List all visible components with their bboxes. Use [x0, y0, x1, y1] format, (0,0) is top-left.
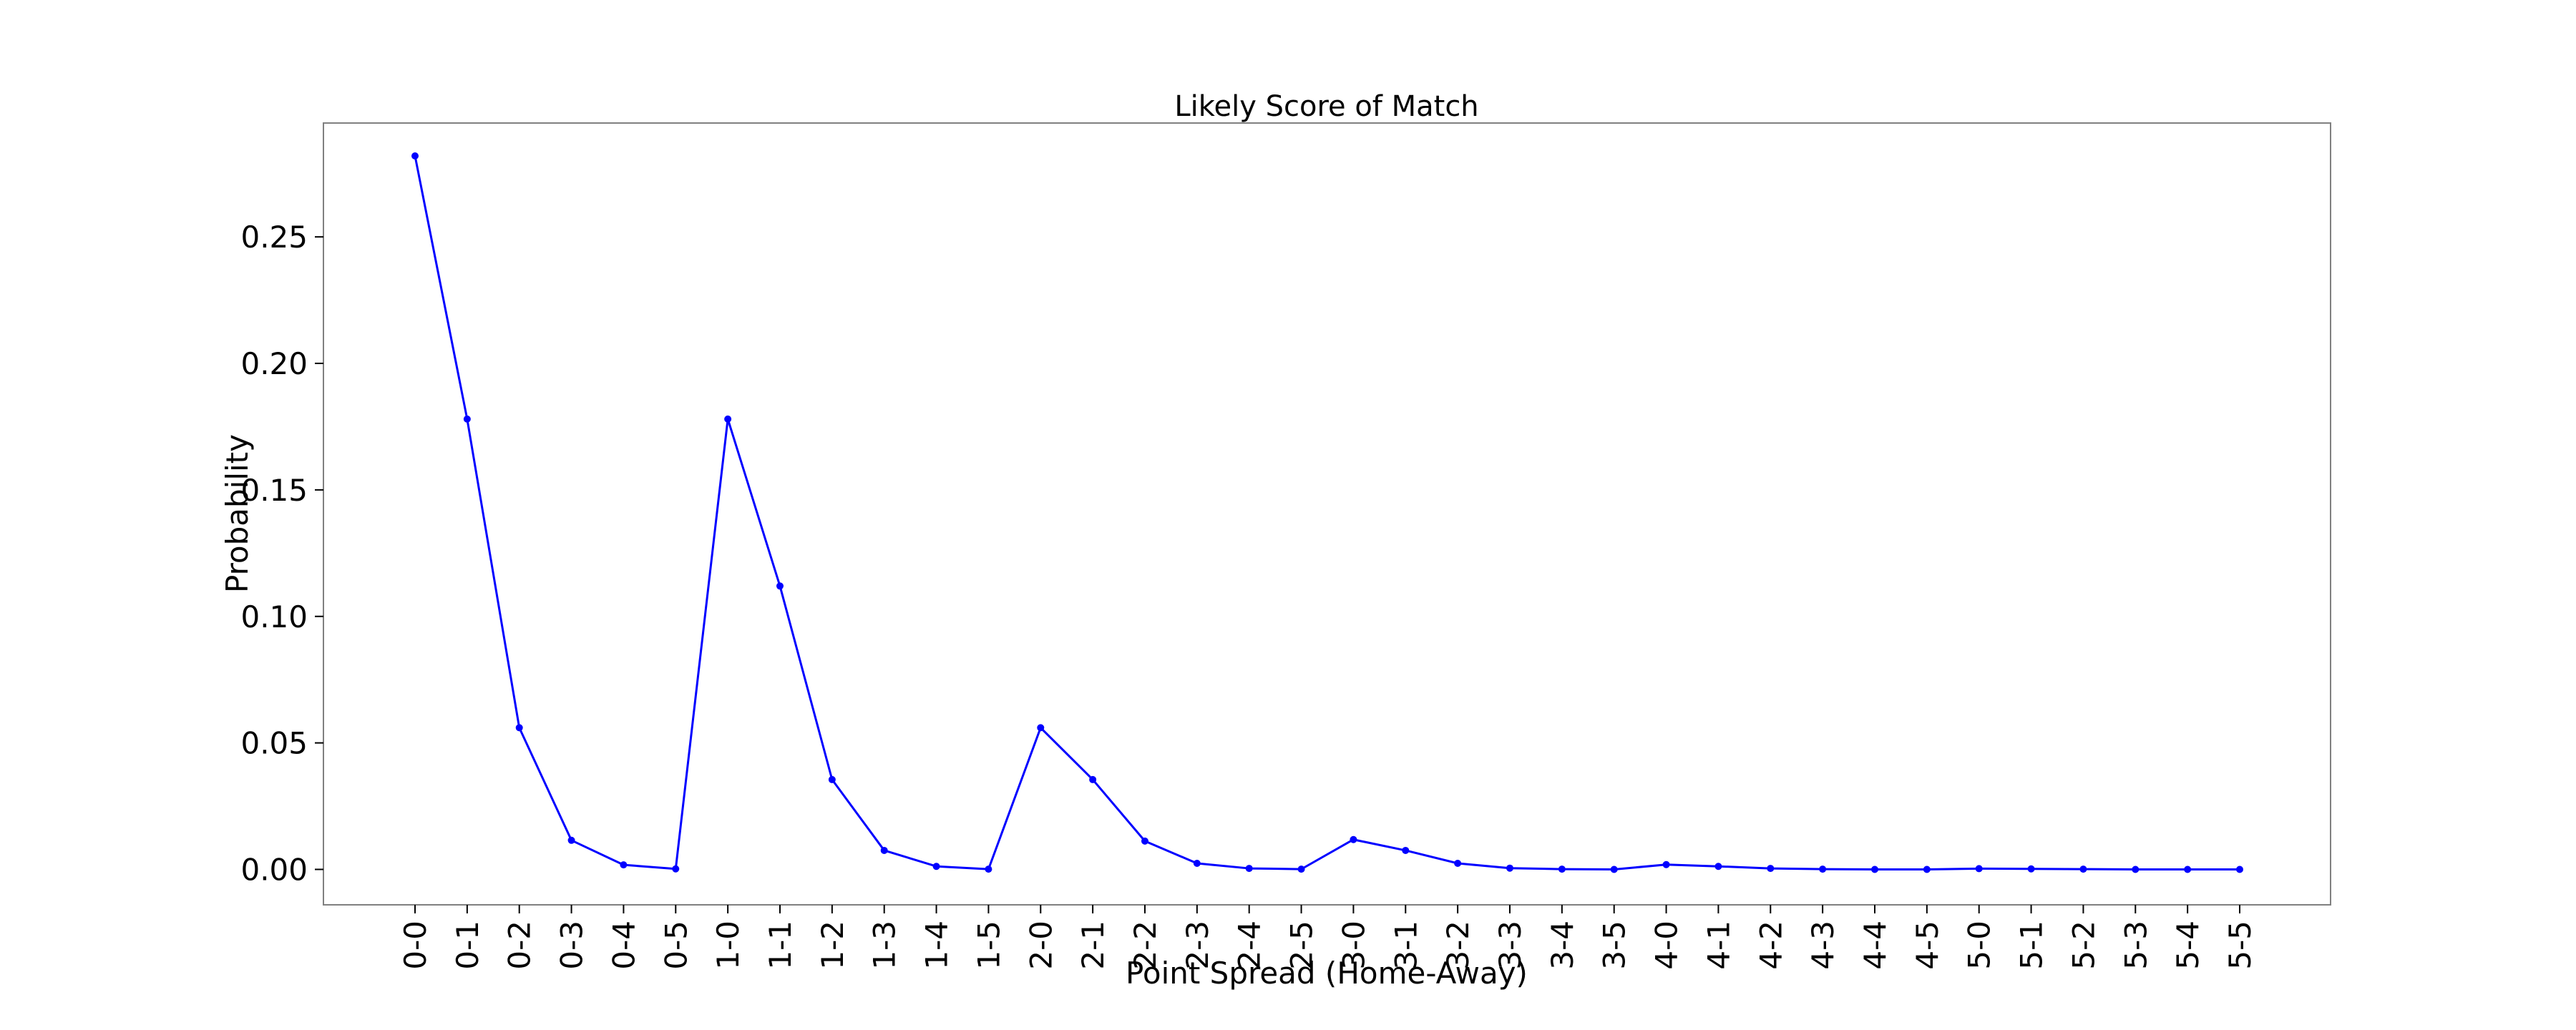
- x-tick-label: 2-5: [1284, 921, 1319, 970]
- data-point: [2236, 865, 2243, 873]
- data-point: [2027, 865, 2035, 873]
- y-tick-label: 0.15: [240, 473, 308, 508]
- y-tick-label: 0.05: [240, 726, 308, 761]
- data-point: [1297, 865, 1305, 873]
- x-tick-label: 1-2: [815, 921, 850, 970]
- y-tick-label: 0.20: [240, 346, 308, 381]
- x-tick-label: 4-1: [1701, 921, 1736, 970]
- data-point: [776, 582, 784, 590]
- plot-frame: [323, 122, 2331, 906]
- y-tick-label: 0.10: [240, 599, 308, 634]
- x-tick-label: 3-1: [1388, 921, 1423, 970]
- data-point: [1454, 859, 1462, 867]
- series-line-group: [411, 152, 2243, 873]
- x-tick-label: 3-5: [1597, 921, 1632, 970]
- x-tick-label: 5-2: [2066, 921, 2101, 970]
- data-point: [880, 846, 888, 854]
- x-tick-label: 1-4: [919, 921, 955, 970]
- data-point: [1037, 724, 1045, 732]
- data-point: [411, 152, 419, 160]
- data-point: [1871, 865, 1878, 873]
- data-point: [1402, 846, 1410, 854]
- data-point: [2132, 865, 2140, 873]
- series-line: [414, 155, 2240, 870]
- data-point: [1350, 835, 1357, 843]
- data-point: [1714, 863, 1722, 870]
- x-tick-label: 3-2: [1440, 921, 1475, 970]
- y-tick-label: 0.25: [240, 220, 308, 255]
- x-tick-label: 4-0: [1649, 921, 1684, 970]
- x-tick-label: 1-3: [867, 921, 902, 970]
- data-point: [1089, 775, 1097, 783]
- y-axis-ticks: 0.00 0.05 0.10 0.15 0.20 0.25: [240, 220, 323, 887]
- data-point: [672, 865, 680, 873]
- data-point: [1245, 865, 1253, 873]
- x-tick-label: 4-3: [1805, 921, 1840, 970]
- data-point: [1558, 865, 1566, 873]
- data-point: [2184, 865, 2192, 873]
- x-tick-label: 2-1: [1075, 921, 1111, 970]
- data-point: [1193, 859, 1201, 867]
- x-tick-label: 5-3: [2118, 921, 2153, 970]
- x-tick-label: 4-2: [1753, 921, 1788, 970]
- data-point: [620, 861, 628, 869]
- y-axis-label: Probability: [220, 434, 255, 593]
- x-tick-label: 3-4: [1545, 921, 1580, 970]
- x-tick-label: 1-1: [763, 921, 798, 970]
- x-tick-label: 0-5: [658, 921, 693, 970]
- data-point: [1662, 860, 1670, 868]
- x-tick-label: 0-3: [555, 921, 590, 970]
- x-tick-label: 4-4: [1858, 921, 1893, 970]
- data-point: [1141, 837, 1148, 845]
- data-point: [828, 775, 836, 783]
- data-point: [1767, 865, 1775, 873]
- data-point: [515, 724, 523, 732]
- x-tick-label: 2-2: [1128, 921, 1163, 970]
- x-tick-label: 1-0: [711, 921, 746, 970]
- data-point: [932, 863, 940, 870]
- x-tick-label: 5-5: [2223, 921, 2258, 970]
- data-point: [567, 836, 575, 844]
- chart-title: Likely Score of Match: [1174, 90, 1478, 123]
- x-tick-label: 0-0: [398, 921, 433, 970]
- y-tick-label: 0.00: [240, 852, 308, 887]
- x-tick-label: 4-5: [1910, 921, 1945, 970]
- data-point: [463, 415, 471, 423]
- x-tick-label: 0-4: [606, 921, 641, 970]
- data-point: [1610, 865, 1618, 873]
- x-tick-label: 3-0: [1336, 921, 1371, 970]
- x-tick-label: 0-2: [502, 921, 537, 970]
- data-point: [1923, 865, 1931, 873]
- x-tick-label: 1-5: [971, 921, 1006, 970]
- x-axis-ticks: 0-0 0-1 0-2 0-3 0-4 0-5 1-0 1-1 1-2 1-3 1-4 1-5 2-0 2…: [398, 905, 2258, 970]
- data-point: [1975, 865, 1983, 873]
- data-point: [2079, 865, 2087, 873]
- x-tick-label: 5-4: [2170, 921, 2205, 970]
- data-point: [1819, 865, 1827, 873]
- data-point: [1506, 864, 1513, 872]
- x-tick-label: 5-0: [1962, 921, 1997, 970]
- x-axis-label: Point Spread (Home-Away): [1126, 956, 1528, 991]
- x-tick-label: 5-1: [2014, 921, 2049, 970]
- x-tick-label: 0-1: [450, 921, 485, 970]
- data-point: [985, 865, 992, 873]
- x-tick-label: 3-3: [1493, 921, 1528, 970]
- x-tick-label: 2-4: [1232, 921, 1267, 970]
- x-tick-label: 2-3: [1180, 921, 1215, 970]
- x-tick-label: 2-0: [1023, 921, 1058, 970]
- data-point: [724, 415, 732, 423]
